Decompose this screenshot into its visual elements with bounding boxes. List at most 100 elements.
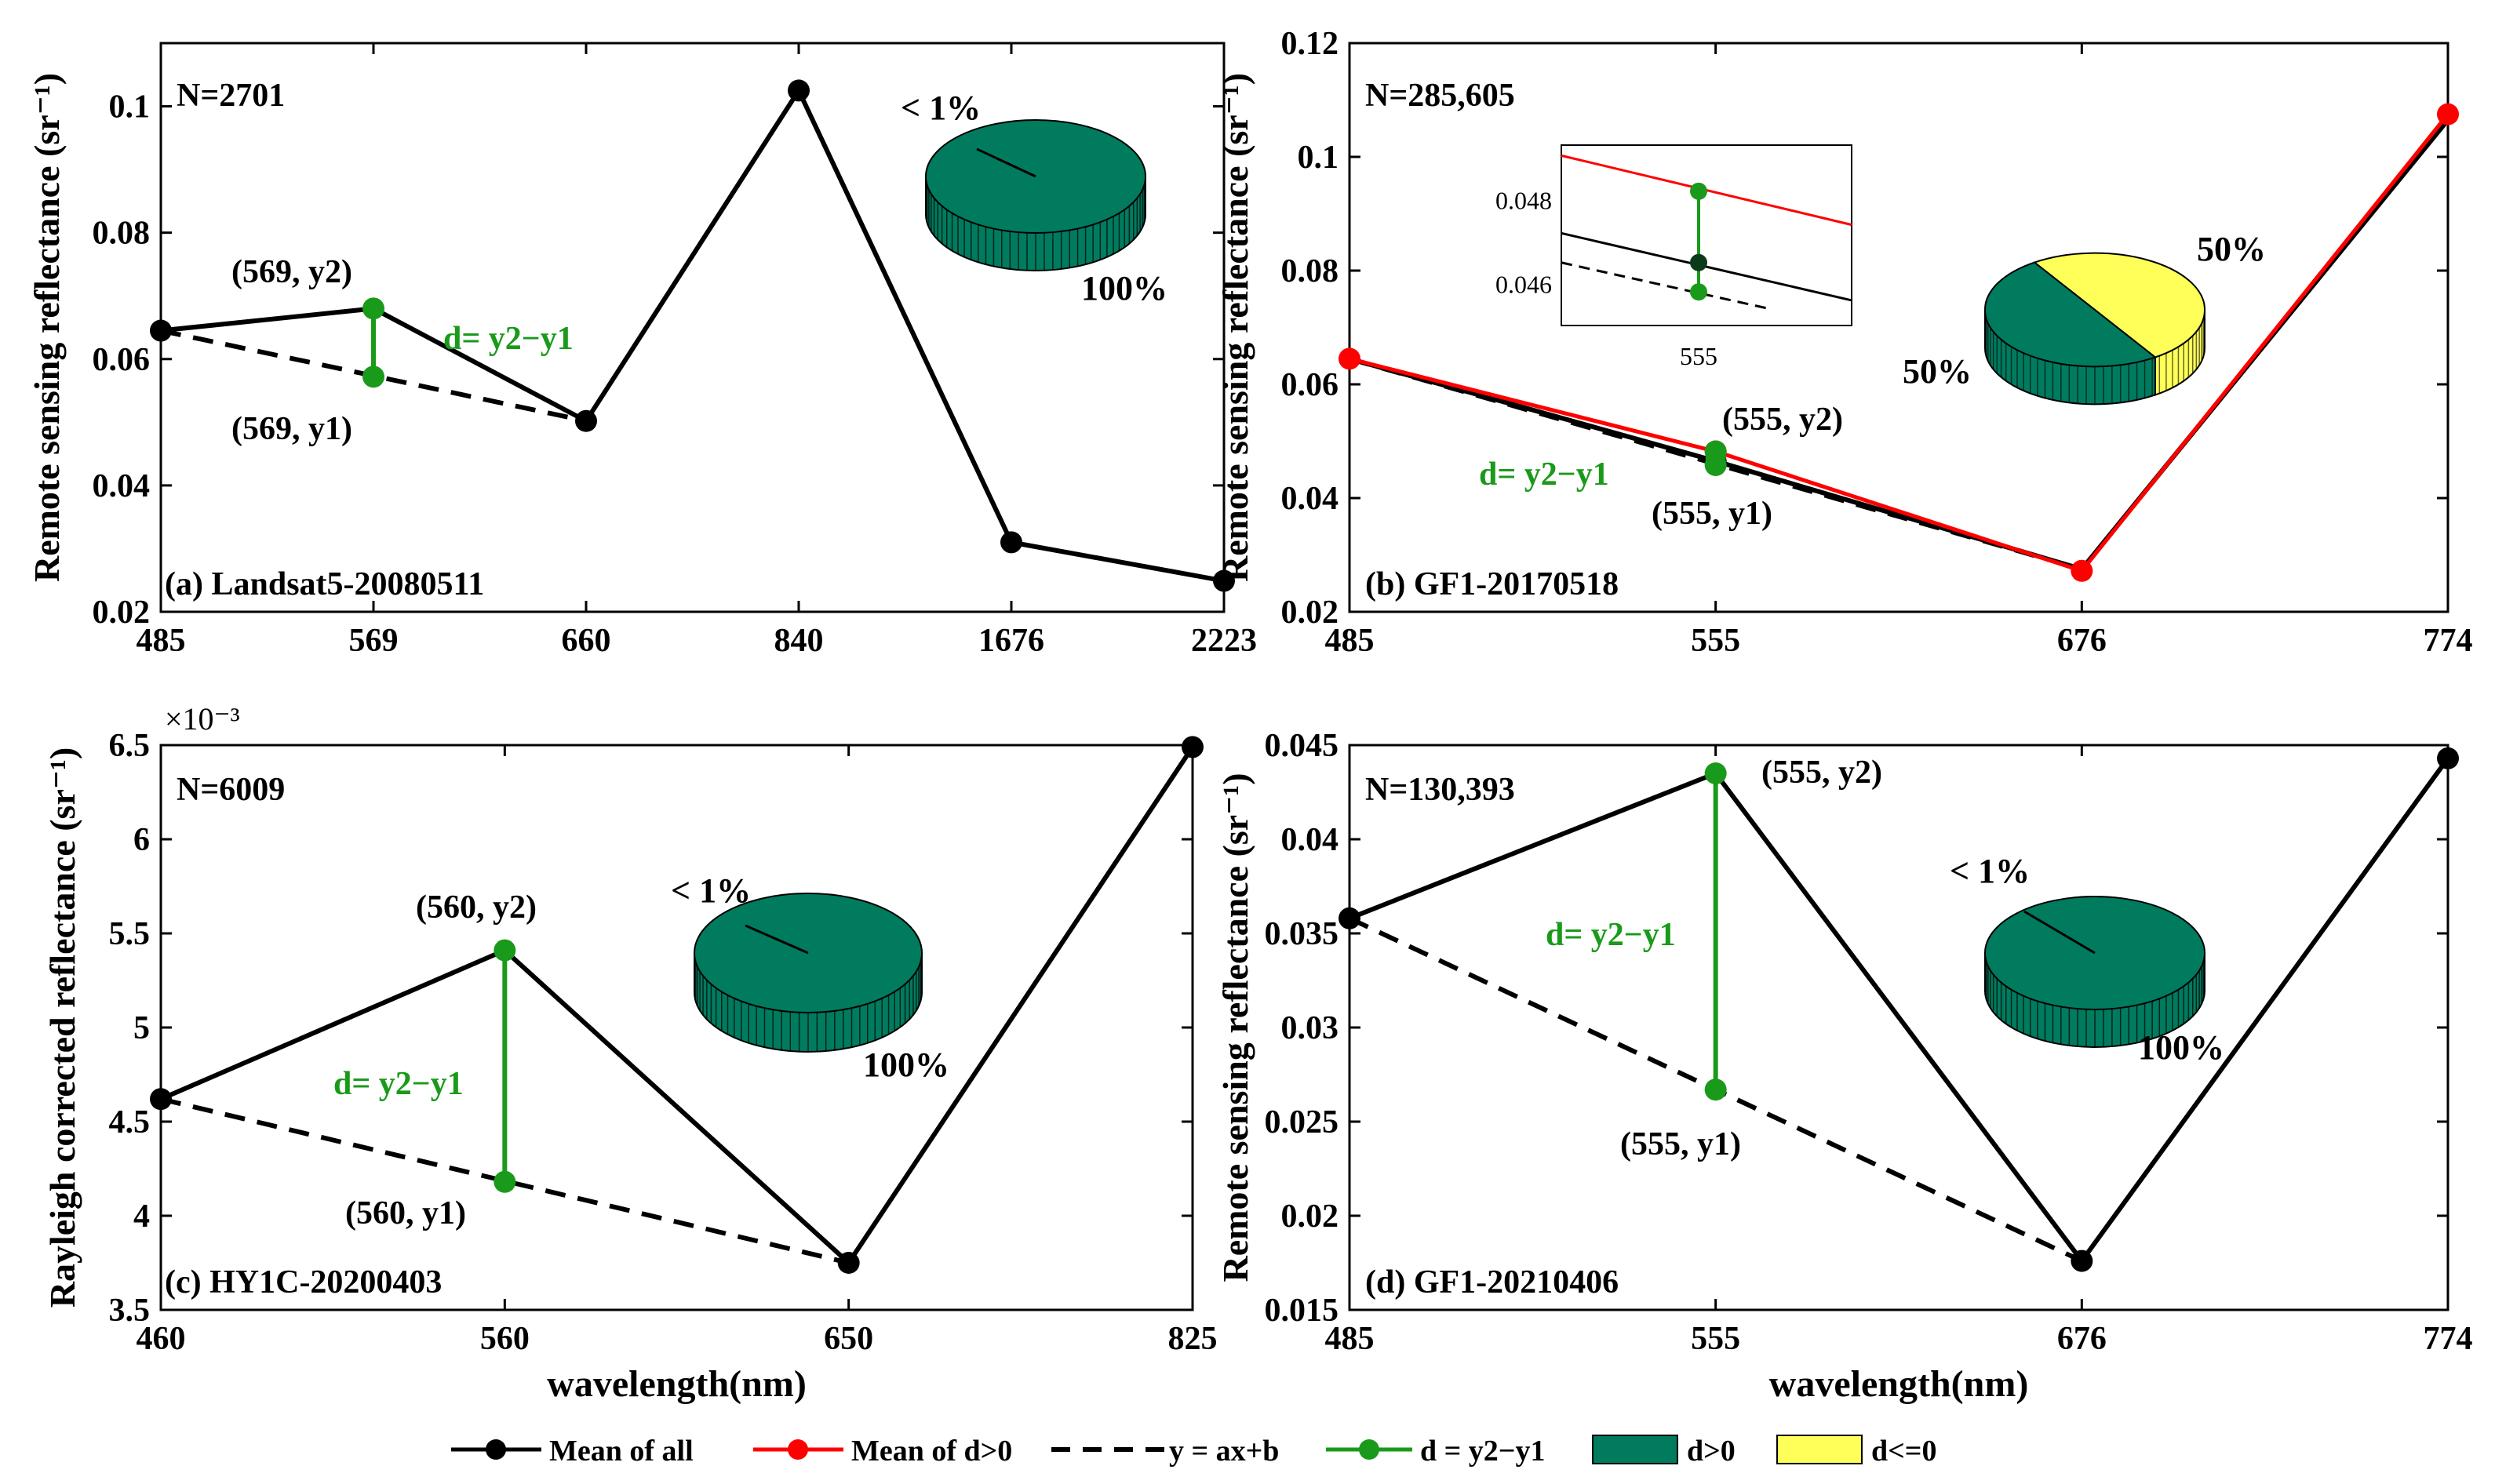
mean-of-all-line [1348,757,2450,1265]
y-tick-label: 0.1 [1298,140,1339,176]
pie-slice-d-neg [2032,252,2206,358]
y-tick-label: 0.025 [1265,1104,1339,1140]
legend-mean-of-d-pos: Mean of d>0 [753,1435,1012,1468]
diff-point-y1 [494,1170,516,1193]
x-axis-label: wavelength(nm) [547,1363,807,1405]
mean-of-all-point [150,319,172,342]
y-tick-label: 0.08 [93,216,151,252]
fit-line [160,1097,850,1265]
diff-label-bottom: (555, y1) [1620,1126,1741,1162]
legend-d-pos-label: d>0 [1687,1435,1736,1468]
legend-mean-of-all-label: Mean of all [549,1435,694,1468]
panel-c: 3.5 4 4.5 5 5.5 6 6.5 460 560 650 825 Rayleigh corr… [42,701,1218,1405]
legend-mean-of-d-pos-marker [788,1439,808,1460]
pie-chart: < 1% 100% [901,89,1167,307]
pie-percent-label: 50% [2197,230,2266,268]
y-tick-label: 0.12 [1281,26,1339,62]
y-tick-label: 3.5 [109,1293,151,1329]
inset-x-tick-label: 555 [1680,342,1717,370]
diff-label-bottom: (560, y1) [345,1195,466,1231]
legend-diff: d = y2−y1 [1326,1435,1545,1468]
inset-diff-point-y2 [1690,182,1707,200]
pie-leader-line [976,147,1036,178]
y-tick-label: 0.035 [1265,916,1339,952]
diff-annotation: d= y2−y1 [443,321,574,357]
x-tick-label: 774 [2424,1321,2473,1357]
mean-of-d-pos-point [2437,103,2459,125]
y-tick-label: 0.1 [109,89,151,125]
x-tick-label: 650 [824,1321,873,1357]
diff-label-top: (555, y2) [1722,402,1843,438]
x-tick-label: 840 [774,623,824,659]
x-tick-label: 2223 [1191,623,1257,659]
x-tick-label: 676 [2057,623,2107,659]
pie-percent-label: < 1% [1950,852,2030,890]
x-tick-label: 460 [137,1321,186,1357]
pie-percent-label: 50% [1903,352,1972,391]
legend-d-neg-label: d<=0 [1871,1435,1936,1468]
pie-slice-d-pos [1983,261,2158,368]
inset-mean-point [1690,253,1707,271]
inset-frame [1561,144,1852,326]
diff-label-bottom: (555, y1) [1652,496,1772,532]
panel-caption: (d) GF1-20210406 [1365,1264,1619,1300]
y-tick-label: 6 [133,822,150,858]
legend-fit-line: y = ax+b [1051,1435,1279,1468]
y-axis-label: Remote sensing reflectance (sr⁻¹) [1215,73,1255,582]
y-axis-multiplier: ×10⁻³ [165,701,240,737]
pie-percent-label: < 1% [901,89,981,127]
diff-label-top: (555, y2) [1761,755,1882,791]
x-tick-label: 1676 [978,623,1044,659]
diff-annotation: d= y2−y1 [1546,917,1676,953]
mean-of-d-pos-line [1349,113,2449,573]
y-axis-label: Rayleigh corrected reflectance (sr⁻¹) [42,747,82,1308]
y-tick-label: 0.06 [93,342,151,378]
legend-mean-of-all: Mean of all [451,1435,694,1468]
inset-diff-point-y1 [1690,283,1707,301]
x-tick-label: 555 [1691,623,1740,659]
y-tick-label: 0.04 [1281,481,1339,517]
y-axis-label: Remote sensing reflectance (sr⁻¹) [1215,773,1255,1282]
legend-diff-label: d = y2−y1 [1420,1435,1545,1468]
pie-chart: 50% 50% [1903,230,2266,406]
legend-d-pos-swatch [1592,1435,1678,1464]
panels: 0.02 0.04 0.06 0.08 0.1 485 569 660 840 1676 2223 R… [27,26,2473,1405]
inset-mean-of-all-line [1561,231,1852,302]
panel-b: 0.02 0.04 0.06 0.08 0.1 0.12 485 555 676 774 Remot… [1215,26,2473,659]
legend-d-pos: d>0 [1592,1435,1736,1468]
pie-percent-label: 100% [863,1046,949,1084]
mean-of-d-pos-point [1339,347,1360,370]
diff-point-y2 [362,297,384,320]
legend: Mean of all Mean of d>0 y = ax+b d = y2−… [451,1435,1936,1468]
pie-chart: < 1% 100% [671,871,949,1084]
plot-frame [159,744,1194,1311]
mean-of-all-point [1000,531,1022,554]
sample-count: N=6009 [177,772,285,808]
legend-fit-label: y = ax+b [1169,1435,1279,1468]
x-tick-label: 560 [480,1321,530,1357]
mean-of-all-point [837,1252,860,1274]
pie-chart: < 1% 100% [1950,852,2224,1067]
mean-of-all-point [575,409,597,432]
y-tick-label: 6.5 [109,728,151,764]
mean-of-all-point [1339,907,1360,929]
y-tick-label: 4.5 [109,1104,151,1140]
x-tick-label: 676 [2057,1321,2107,1357]
x-tick-label: 774 [2424,623,2473,659]
pie-percent-label: < 1% [671,871,751,910]
x-tick-label: 660 [562,623,611,659]
legend-diff-marker [1359,1439,1379,1460]
mean-of-all-point [1182,736,1204,758]
legend-d-neg-swatch [1776,1435,1863,1464]
mean-of-d-pos-point [2071,559,2093,582]
y-tick-label: 5.5 [109,916,151,952]
inset-zoom: 0.048 0.046 555 [1495,144,1852,370]
legend-mean-of-d-pos-label: Mean of d>0 [851,1435,1012,1468]
diff-point-y1 [362,366,384,388]
y-tick-label: 0.015 [1265,1293,1339,1329]
legend-d-neg: d<=0 [1776,1435,1936,1468]
sample-count: N=285,605 [1365,78,1515,114]
panel-caption: (a) Landsat5-20080511 [165,566,484,602]
mean-of-all-line [160,85,1225,584]
diff-point-y2 [494,939,516,962]
